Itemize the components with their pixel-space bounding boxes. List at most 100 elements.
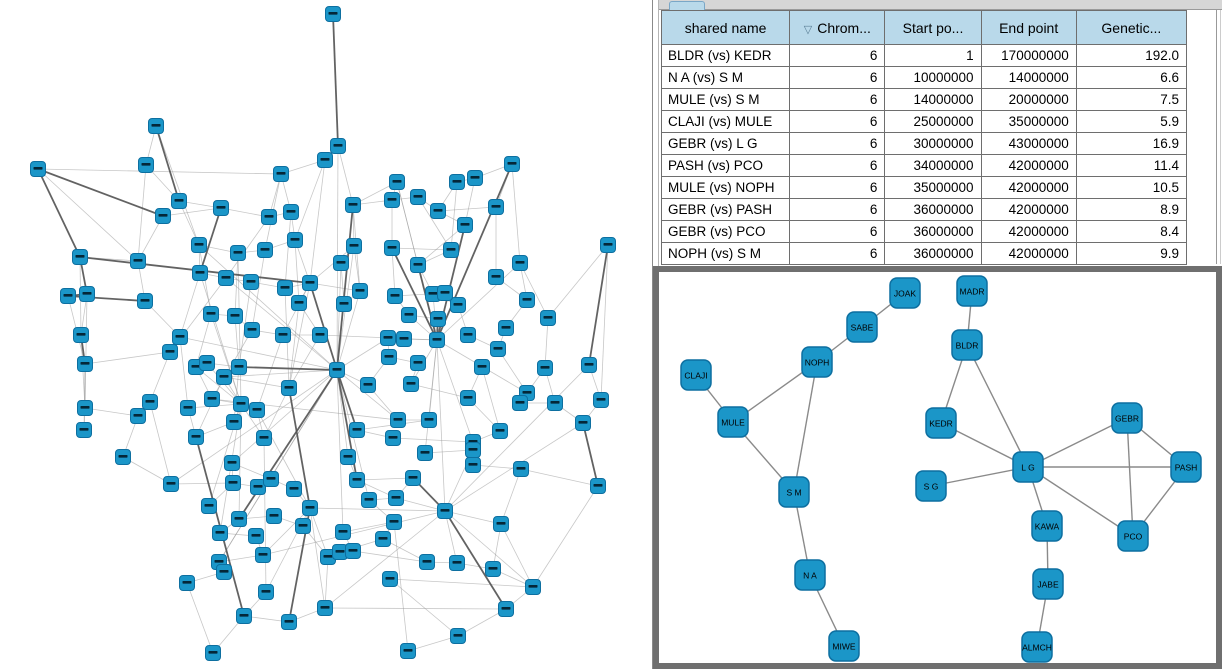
network-node[interactable] xyxy=(201,498,217,514)
network-node[interactable] xyxy=(325,6,341,22)
network-node[interactable] xyxy=(231,511,247,527)
network-node[interactable] xyxy=(317,152,333,168)
network-node-gebr[interactable]: GEBR xyxy=(1111,402,1143,434)
network-node[interactable] xyxy=(430,203,446,219)
network-node[interactable] xyxy=(286,481,302,497)
network-node[interactable] xyxy=(227,308,243,324)
network-node[interactable] xyxy=(600,237,616,253)
network-node[interactable] xyxy=(233,396,249,412)
network-node[interactable] xyxy=(512,395,528,411)
network-node[interactable] xyxy=(199,355,215,371)
table-tab[interactable] xyxy=(669,1,705,10)
network-node[interactable] xyxy=(340,449,356,465)
network-node[interactable] xyxy=(192,265,208,281)
network-node[interactable] xyxy=(375,531,391,547)
network-node[interactable] xyxy=(410,189,426,205)
network-node[interactable] xyxy=(266,508,282,524)
network-node-joak[interactable]: JOAK xyxy=(889,277,921,309)
network-node[interactable] xyxy=(204,391,220,407)
network-node[interactable] xyxy=(384,192,400,208)
network-node[interactable] xyxy=(257,242,273,258)
table-row[interactable]: GEBR (vs) L G 6 30000000 43000000 16.9 xyxy=(661,132,1188,155)
network-node[interactable] xyxy=(492,423,508,439)
network-node[interactable] xyxy=(460,390,476,406)
network-node[interactable] xyxy=(547,395,563,411)
network-node-claji[interactable]: CLAJI xyxy=(680,359,712,391)
network-node[interactable] xyxy=(387,288,403,304)
network-node[interactable] xyxy=(261,209,277,225)
network-node[interactable] xyxy=(380,330,396,346)
column-header-genetic[interactable]: Genetic... xyxy=(1075,10,1188,45)
network-node[interactable] xyxy=(590,478,606,494)
network-node[interactable] xyxy=(212,525,228,541)
network-node-madr[interactable]: MADR xyxy=(956,275,988,307)
network-node[interactable] xyxy=(349,422,365,438)
network-node[interactable] xyxy=(345,197,361,213)
network-node[interactable] xyxy=(389,174,405,190)
network-node[interactable] xyxy=(346,238,362,254)
network-node-s-m[interactable]: S M xyxy=(778,476,810,508)
network-node-jabe[interactable]: JABE xyxy=(1032,568,1064,600)
network-node-n-a[interactable]: N A xyxy=(794,559,826,591)
network-node[interactable] xyxy=(336,296,352,312)
network-node[interactable] xyxy=(115,449,131,465)
network-node[interactable] xyxy=(216,369,232,385)
network-node[interactable] xyxy=(540,310,556,326)
network-node[interactable] xyxy=(30,161,46,177)
network-node[interactable] xyxy=(384,240,400,256)
network-node[interactable] xyxy=(179,575,195,591)
network-node[interactable] xyxy=(525,579,541,595)
table-row[interactable]: MULE (vs) NOPH 6 35000000 42000000 10.5 xyxy=(661,176,1188,199)
network-node[interactable] xyxy=(575,415,591,431)
network-node[interactable] xyxy=(335,524,351,540)
filtered-network-panel[interactable]: JOAK MADR SABE NOPH CLAJI BLDR MULE KEDR GEBR L G… xyxy=(653,266,1222,669)
network-node[interactable] xyxy=(231,359,247,375)
network-node-kedr[interactable]: KEDR xyxy=(925,407,957,439)
network-node[interactable] xyxy=(243,274,259,290)
network-node[interactable] xyxy=(148,118,164,134)
network-node[interactable] xyxy=(171,193,187,209)
network-node[interactable] xyxy=(162,344,178,360)
network-node[interactable] xyxy=(72,249,88,265)
network-node[interactable] xyxy=(163,476,179,492)
network-node[interactable] xyxy=(488,199,504,215)
network-node[interactable] xyxy=(419,554,435,570)
network-node[interactable] xyxy=(172,329,188,345)
network-node-almch[interactable]: ALMCH xyxy=(1021,631,1053,663)
network-node[interactable] xyxy=(449,555,465,571)
network-node[interactable] xyxy=(130,408,146,424)
table-row[interactable]: N A (vs) S M 6 10000000 14000000 6.6 xyxy=(661,66,1188,89)
network-node[interactable] xyxy=(281,614,297,630)
network-node[interactable] xyxy=(345,543,361,559)
network-node[interactable] xyxy=(437,285,453,301)
network-node[interactable] xyxy=(437,503,453,519)
network-node[interactable] xyxy=(400,643,416,659)
column-header-chrom[interactable]: ▽ Chrom... xyxy=(789,10,886,45)
network-node[interactable] xyxy=(443,242,459,258)
network-node[interactable] xyxy=(403,376,419,392)
network-node[interactable] xyxy=(130,253,146,269)
network-node[interactable] xyxy=(537,360,553,376)
network-node[interactable] xyxy=(236,608,252,624)
network-node[interactable] xyxy=(421,412,437,428)
network-node[interactable] xyxy=(248,528,264,544)
network-node[interactable] xyxy=(224,455,240,471)
column-header-start-po[interactable]: Start po... xyxy=(884,10,982,45)
network-node[interactable] xyxy=(295,518,311,534)
network-node-kawa[interactable]: KAWA xyxy=(1031,510,1063,542)
table-row[interactable]: GEBR (vs) PCO 6 36000000 42000000 8.4 xyxy=(661,220,1188,243)
network-node[interactable] xyxy=(474,359,490,375)
network-node[interactable] xyxy=(302,500,318,516)
network-node[interactable] xyxy=(382,571,398,587)
network-node[interactable] xyxy=(361,492,377,508)
network-node[interactable] xyxy=(386,514,402,530)
network-node[interactable] xyxy=(205,645,221,661)
network-node[interactable] xyxy=(490,341,506,357)
network-node[interactable] xyxy=(77,356,93,372)
network-node[interactable] xyxy=(513,461,529,477)
network-node[interactable] xyxy=(430,311,446,327)
network-node[interactable] xyxy=(388,490,404,506)
network-node[interactable] xyxy=(277,280,293,296)
network-node-sabe[interactable]: SABE xyxy=(846,311,878,343)
network-node[interactable] xyxy=(291,295,307,311)
